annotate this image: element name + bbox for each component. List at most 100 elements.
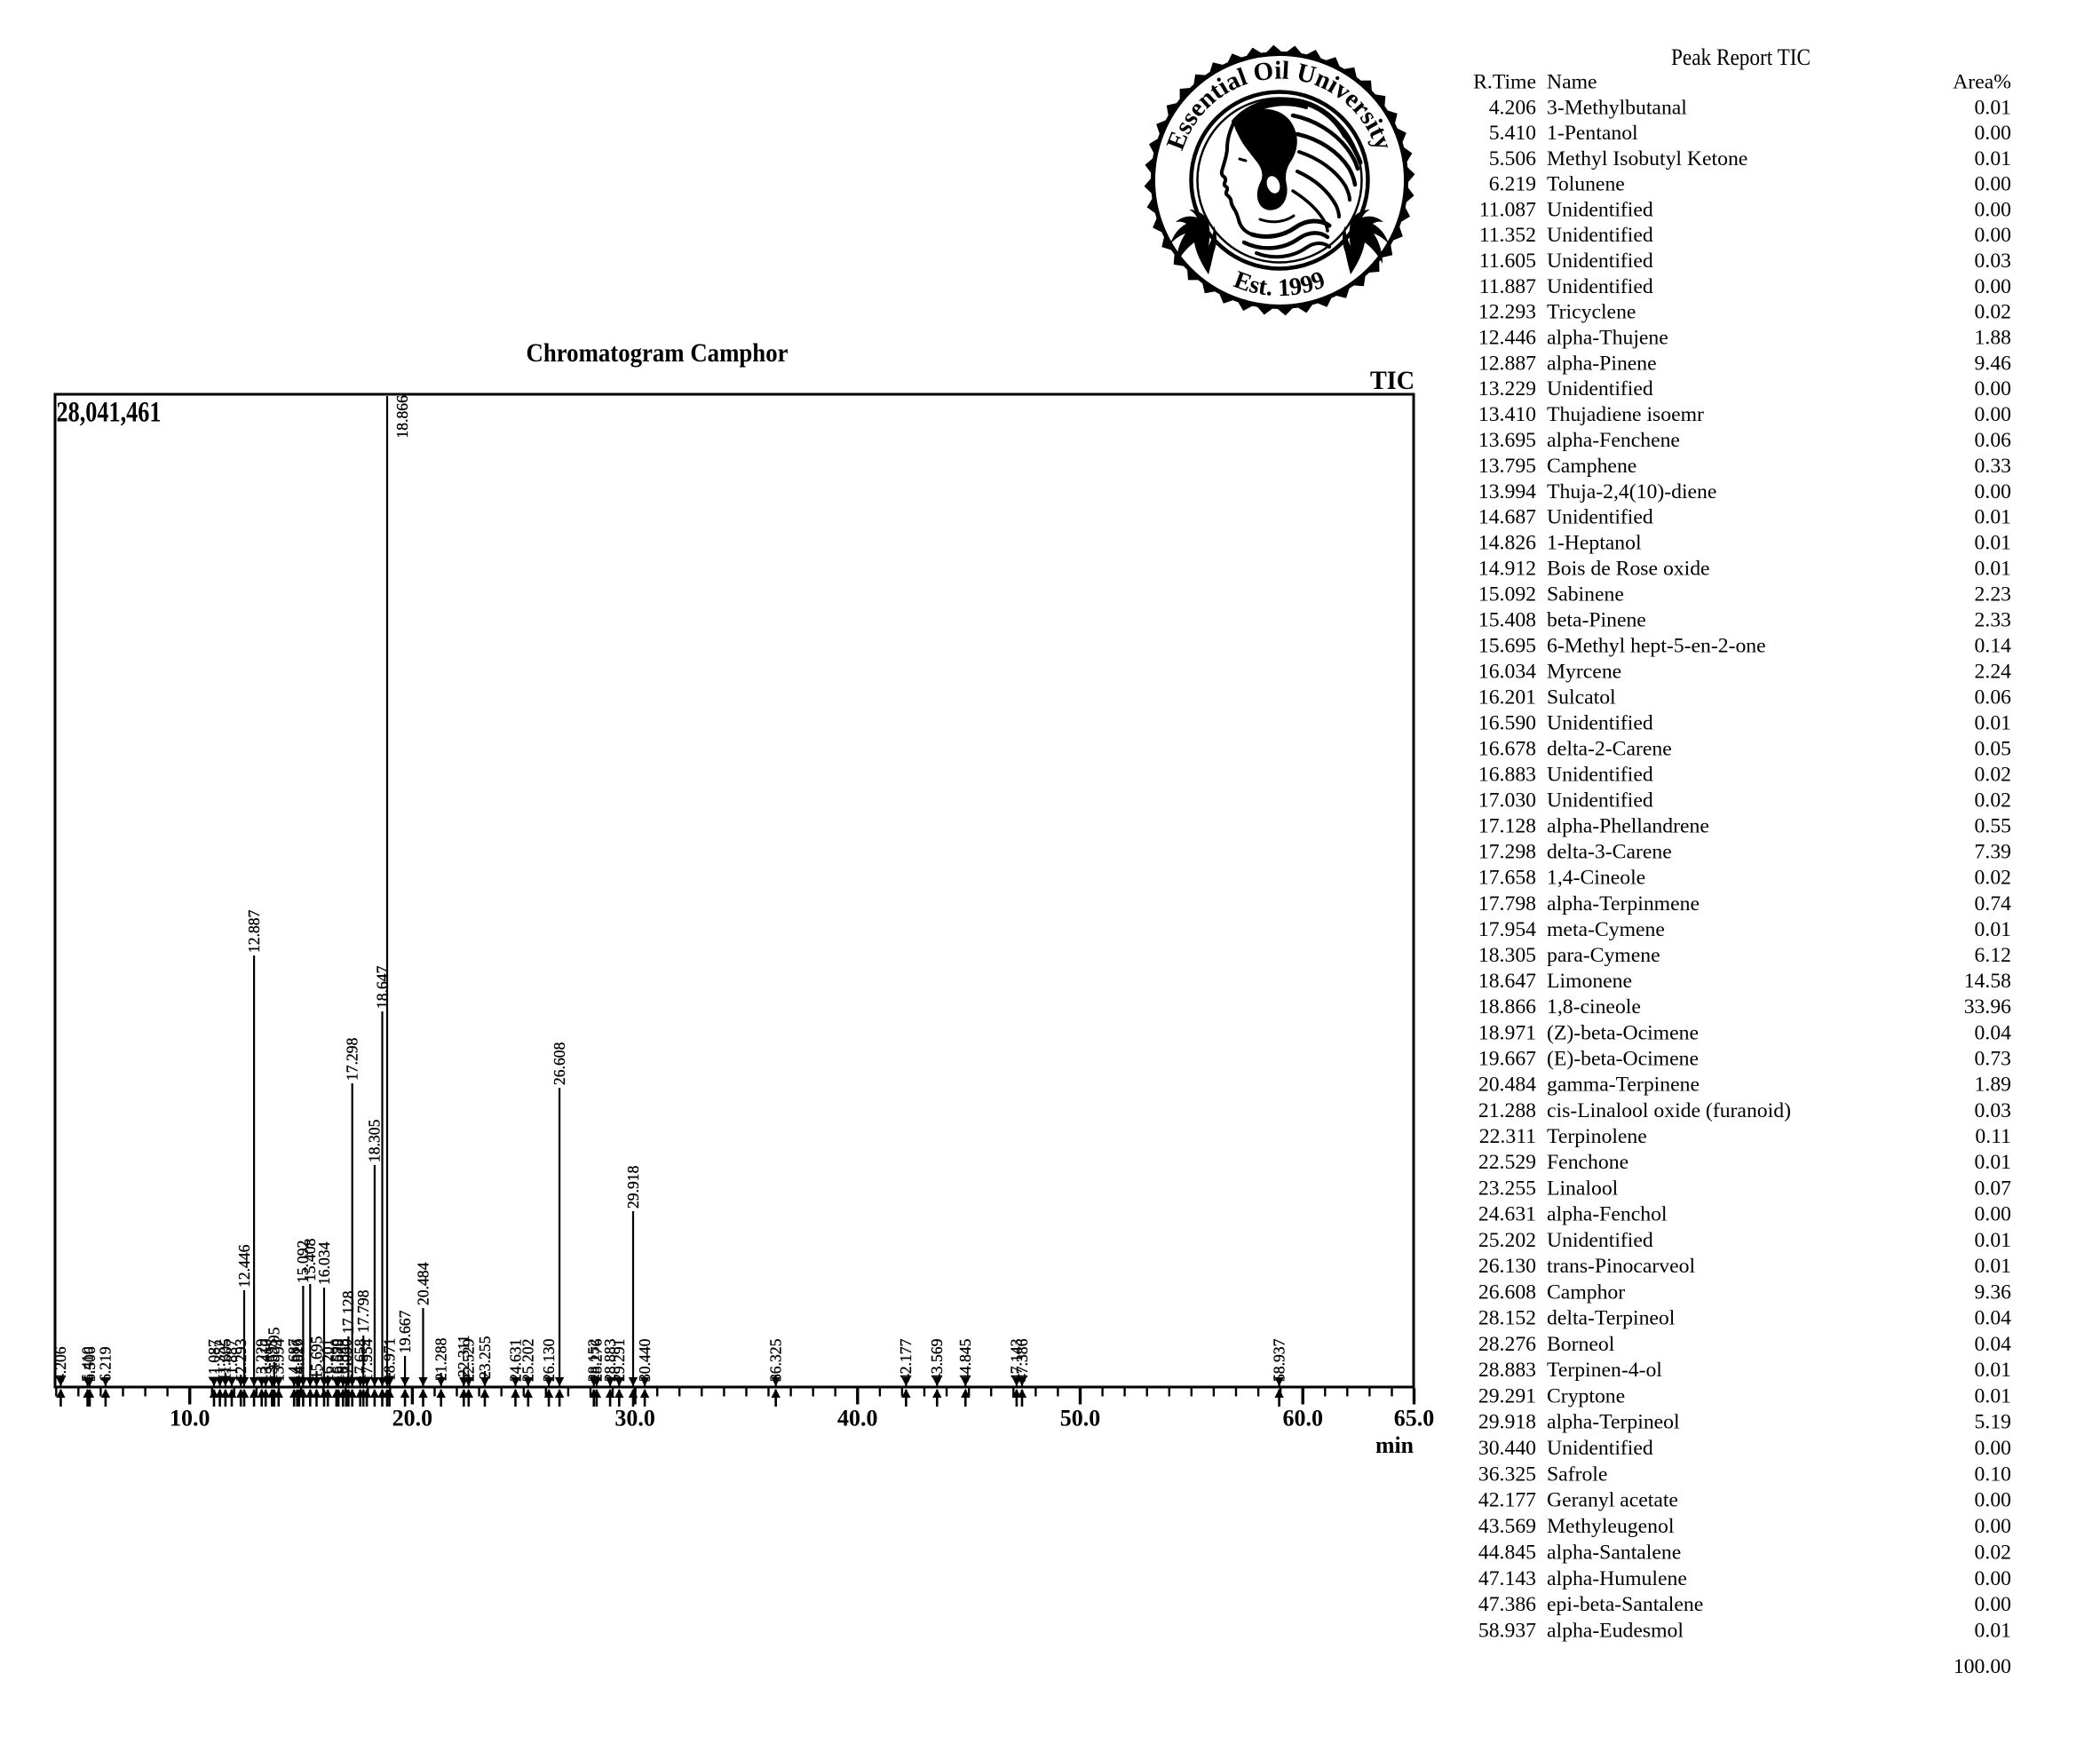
svg-text:Unidentified: Unidentified — [1547, 1229, 1653, 1252]
svg-text:0.03: 0.03 — [1975, 250, 2011, 273]
svg-text:1.89: 1.89 — [1975, 1074, 2011, 1097]
svg-text:15.695: 15.695 — [307, 1336, 325, 1379]
svg-text:2.33: 2.33 — [1975, 609, 2011, 632]
svg-text:11.887: 11.887 — [1479, 275, 1536, 298]
svg-text:26.130: 26.130 — [540, 1338, 558, 1382]
svg-text:0.04: 0.04 — [1975, 1333, 2012, 1356]
svg-text:(Z)-beta-Ocimene: (Z)-beta-Ocimene — [1547, 1021, 1699, 1044]
svg-text:0.00: 0.00 — [1975, 1515, 2011, 1538]
svg-text:10.0: 10.0 — [170, 1406, 210, 1431]
svg-text:Unidentified: Unidentified — [1547, 250, 1653, 273]
svg-text:20.0: 20.0 — [392, 1406, 433, 1431]
svg-text:0.02: 0.02 — [1975, 1541, 2011, 1564]
svg-text:0.02: 0.02 — [1975, 789, 2011, 813]
svg-text:14.826: 14.826 — [1478, 532, 1536, 555]
svg-text:18.647: 18.647 — [373, 965, 391, 1009]
svg-text:Thujadiene isoemr: Thujadiene isoemr — [1547, 403, 1704, 426]
svg-text:60.0: 60.0 — [1282, 1406, 1323, 1431]
svg-text:30.440: 30.440 — [636, 1338, 654, 1382]
svg-text:Unidentified: Unidentified — [1547, 789, 1653, 813]
svg-text:11.087: 11.087 — [205, 1339, 223, 1382]
svg-text:25.202: 25.202 — [1478, 1229, 1536, 1252]
svg-text:0.74: 0.74 — [1975, 892, 2012, 916]
svg-text:17.954: 17.954 — [1478, 918, 1536, 941]
svg-text:12.293: 12.293 — [232, 1338, 250, 1382]
svg-text:2.23: 2.23 — [1975, 583, 2011, 606]
svg-text:0.00: 0.00 — [1975, 1567, 2011, 1590]
svg-text:6.219: 6.219 — [1489, 173, 1536, 196]
svg-text:Unidentified: Unidentified — [1547, 198, 1653, 221]
svg-text:16.034: 16.034 — [315, 1241, 333, 1285]
svg-text:15.695: 15.695 — [1478, 634, 1536, 657]
svg-text:Thuja-2,4(10)-diene: Thuja-2,4(10)-diene — [1547, 480, 1716, 503]
svg-text:11.887: 11.887 — [223, 1339, 241, 1382]
svg-text:9.46: 9.46 — [1975, 352, 2012, 375]
svg-text:0.06: 0.06 — [1975, 429, 2012, 452]
svg-text:44.845: 44.845 — [956, 1338, 974, 1382]
svg-text:0.01: 0.01 — [1975, 1151, 2011, 1174]
svg-text:11.605: 11.605 — [1479, 250, 1536, 273]
svg-text:Name: Name — [1547, 71, 1597, 94]
svg-text:alpha-Santalene: alpha-Santalene — [1547, 1541, 1681, 1564]
svg-text:3-Methylbutanal: 3-Methylbutanal — [1547, 96, 1687, 119]
svg-text:0.00: 0.00 — [1975, 377, 2011, 400]
svg-text:0.00: 0.00 — [1975, 173, 2011, 196]
svg-text:9.36: 9.36 — [1975, 1280, 2012, 1304]
svg-text:0.00: 0.00 — [1975, 403, 2011, 426]
svg-text:Tolunene: Tolunene — [1547, 173, 1625, 196]
svg-text:alpha-Fenchol: alpha-Fenchol — [1547, 1203, 1668, 1226]
svg-text:1,4-Cineole: 1,4-Cineole — [1547, 867, 1645, 890]
svg-text:42.177: 42.177 — [897, 1338, 915, 1382]
svg-text:15.092: 15.092 — [294, 1241, 312, 1283]
svg-text:5.410: 5.410 — [78, 1346, 96, 1382]
svg-text:0.01: 0.01 — [1975, 1229, 2011, 1252]
svg-text:0.55: 0.55 — [1975, 815, 2011, 838]
svg-text:65.0: 65.0 — [1394, 1406, 1435, 1431]
svg-text:16.034: 16.034 — [1478, 660, 1536, 683]
svg-text:0.14: 0.14 — [1975, 634, 2012, 657]
svg-text:29.918: 29.918 — [624, 1165, 642, 1209]
svg-text:19.667: 19.667 — [1478, 1048, 1536, 1071]
svg-text:13.410: 13.410 — [1478, 403, 1536, 426]
svg-text:58.937: 58.937 — [1478, 1620, 1536, 1643]
svg-text:13.410: 13.410 — [257, 1338, 274, 1382]
svg-text:0.11: 0.11 — [1975, 1125, 2011, 1148]
svg-text:Unidentified: Unidentified — [1547, 764, 1653, 787]
svg-text:25.202: 25.202 — [519, 1339, 537, 1382]
svg-text:40.0: 40.0 — [837, 1406, 878, 1431]
svg-text:Terpinolene: Terpinolene — [1547, 1125, 1647, 1148]
svg-text:12.293: 12.293 — [1478, 301, 1536, 324]
svg-text:18.866: 18.866 — [393, 395, 411, 439]
svg-text:0.01: 0.01 — [1975, 532, 2011, 555]
svg-text:43.569: 43.569 — [928, 1338, 946, 1382]
svg-text:13.795: 13.795 — [265, 1327, 283, 1370]
svg-text:Unidentified: Unidentified — [1547, 506, 1653, 529]
svg-text:16.201: 16.201 — [1478, 686, 1536, 709]
svg-text:22.311: 22.311 — [455, 1335, 472, 1377]
svg-text:Unidentified: Unidentified — [1547, 275, 1653, 298]
svg-text:16.883: 16.883 — [1478, 764, 1536, 787]
svg-text:17.030: 17.030 — [1478, 789, 1536, 813]
svg-text:Camphene: Camphene — [1547, 455, 1636, 478]
svg-text:18.971: 18.971 — [380, 1338, 398, 1381]
svg-text:delta-Terpineol: delta-Terpineol — [1547, 1307, 1676, 1330]
svg-text:28.276: 28.276 — [588, 1338, 606, 1382]
svg-text:16.201: 16.201 — [319, 1339, 337, 1382]
svg-text:14.912: 14.912 — [290, 1339, 308, 1382]
svg-text:19.667: 19.667 — [396, 1310, 414, 1353]
svg-text:0.00: 0.00 — [1975, 275, 2011, 298]
svg-text:50.0: 50.0 — [1060, 1406, 1101, 1431]
svg-text:22.529: 22.529 — [1478, 1151, 1536, 1174]
svg-text:43.569: 43.569 — [1478, 1515, 1536, 1538]
svg-text:0.10: 0.10 — [1975, 1463, 2011, 1486]
svg-text:22.529: 22.529 — [460, 1338, 478, 1382]
svg-text:26.608: 26.608 — [1478, 1280, 1536, 1304]
svg-text:28.152: 28.152 — [1478, 1307, 1536, 1330]
svg-text:Camphor: Camphor — [1547, 1280, 1625, 1304]
svg-text:28.276: 28.276 — [1478, 1333, 1536, 1356]
svg-text:0.04: 0.04 — [1975, 1021, 2012, 1044]
svg-text:29.291: 29.291 — [610, 1339, 628, 1382]
svg-text:1-Heptanol: 1-Heptanol — [1547, 532, 1642, 555]
svg-text:Myrcene: Myrcene — [1547, 660, 1621, 683]
svg-text:17.798: 17.798 — [354, 1289, 372, 1333]
